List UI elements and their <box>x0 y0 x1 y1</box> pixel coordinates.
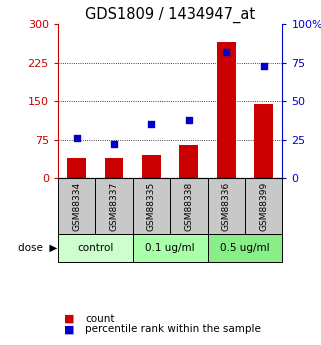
Bar <box>217 42 236 178</box>
Text: dose  ▶: dose ▶ <box>18 243 57 253</box>
Text: 0.5 ug/ml: 0.5 ug/ml <box>220 243 270 253</box>
Bar <box>95 178 133 234</box>
Bar <box>133 178 170 234</box>
Text: GSM88335: GSM88335 <box>147 181 156 231</box>
Title: GDS1809 / 1434947_at: GDS1809 / 1434947_at <box>85 7 255 23</box>
Text: GSM88336: GSM88336 <box>222 181 231 231</box>
Point <box>186 117 191 122</box>
Bar <box>142 155 161 178</box>
Bar <box>58 178 95 234</box>
Text: GSM88334: GSM88334 <box>72 181 81 231</box>
Point <box>261 63 266 69</box>
Text: GSM88337: GSM88337 <box>109 181 118 231</box>
Text: ■: ■ <box>64 325 75 334</box>
Bar <box>179 145 198 178</box>
Text: count: count <box>85 314 115 324</box>
Bar <box>58 234 133 262</box>
Bar <box>170 178 208 234</box>
Text: control: control <box>77 243 113 253</box>
Bar <box>208 234 282 262</box>
Point <box>74 135 79 141</box>
Text: GSM88399: GSM88399 <box>259 181 268 231</box>
Bar <box>254 104 273 178</box>
Bar <box>67 158 86 178</box>
Bar <box>105 158 123 178</box>
Point <box>224 49 229 55</box>
Point <box>149 121 154 127</box>
Bar <box>245 178 282 234</box>
Text: GSM88338: GSM88338 <box>184 181 193 231</box>
Text: ■: ■ <box>64 314 75 324</box>
Text: 0.1 ug/ml: 0.1 ug/ml <box>145 243 195 253</box>
Text: percentile rank within the sample: percentile rank within the sample <box>85 325 261 334</box>
Bar <box>133 234 208 262</box>
Bar <box>208 178 245 234</box>
Point <box>111 141 117 147</box>
